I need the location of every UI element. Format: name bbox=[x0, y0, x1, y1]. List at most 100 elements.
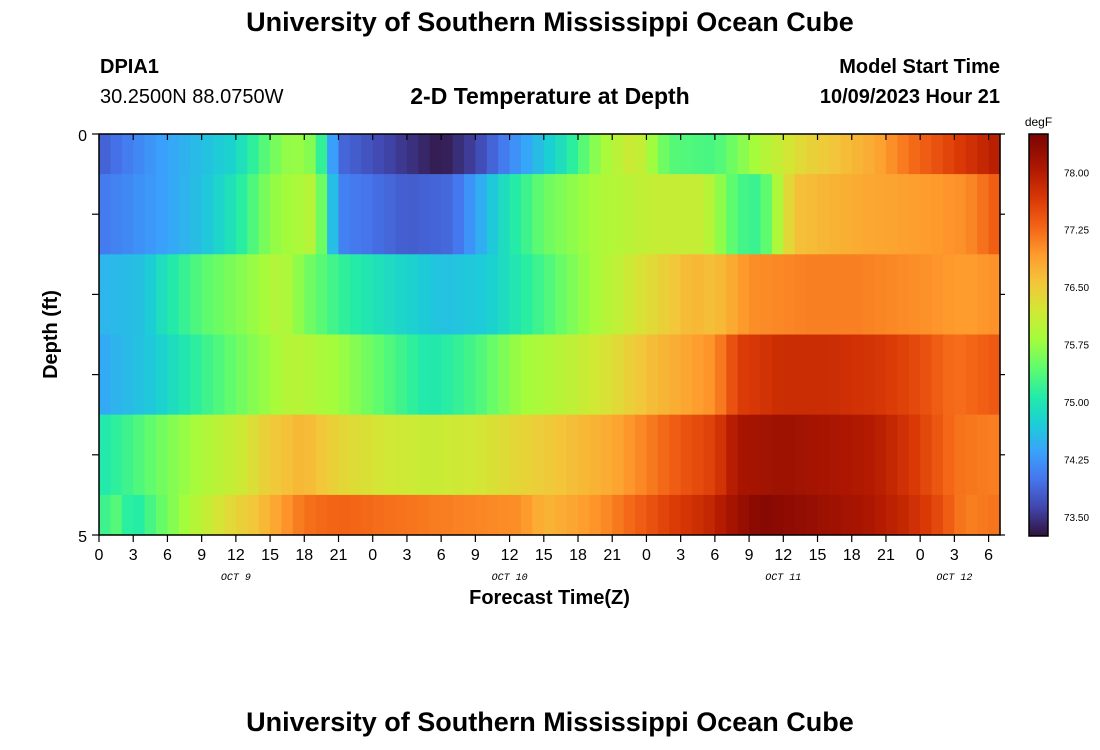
heatmap-cell bbox=[954, 254, 967, 335]
heatmap-cell bbox=[942, 254, 955, 335]
heatmap-cell bbox=[851, 134, 864, 175]
heatmap-cell bbox=[851, 494, 864, 536]
heatmap-cell bbox=[406, 254, 419, 335]
heatmap-cell bbox=[486, 414, 499, 496]
heatmap-cell bbox=[566, 134, 579, 175]
heatmap-cell bbox=[635, 174, 648, 255]
heatmap-cell bbox=[349, 174, 362, 255]
heatmap-cell bbox=[498, 254, 511, 335]
x-tick-label: 15 bbox=[809, 547, 827, 564]
heatmap-cell bbox=[680, 174, 693, 255]
heatmap-cell bbox=[543, 134, 556, 175]
heatmap-cell bbox=[874, 494, 887, 536]
heatmap-cell bbox=[828, 414, 841, 496]
heatmap-cell bbox=[452, 174, 465, 255]
heatmap-cell bbox=[657, 174, 670, 255]
heatmap-cell bbox=[589, 494, 602, 536]
heatmap-cell bbox=[258, 334, 271, 416]
heatmap-cell bbox=[247, 334, 260, 416]
heatmap-cell bbox=[509, 174, 522, 255]
x-tick-label: 0 bbox=[916, 547, 925, 564]
heatmap-cell bbox=[692, 134, 705, 175]
heatmap-cell bbox=[863, 334, 876, 416]
heatmap-cell bbox=[703, 334, 716, 416]
heatmap-cell bbox=[954, 414, 967, 496]
x-tick-label: 9 bbox=[471, 547, 480, 564]
heatmap-cell bbox=[623, 494, 636, 536]
heatmap-cell bbox=[931, 174, 944, 255]
heatmap-cell bbox=[384, 174, 397, 255]
heatmap-cell bbox=[714, 174, 727, 255]
heatmap-cell bbox=[908, 134, 921, 175]
heatmap-cell bbox=[327, 254, 340, 335]
heatmap-cell bbox=[965, 334, 978, 416]
heatmap-cell bbox=[463, 254, 476, 335]
heatmap-cell bbox=[395, 494, 408, 536]
heatmap-cell bbox=[874, 334, 887, 416]
heatmap-cell bbox=[520, 174, 533, 255]
heatmap-cell bbox=[646, 254, 659, 335]
x-axis-label: Forecast Time(Z) bbox=[469, 587, 630, 609]
heatmap-cell bbox=[965, 134, 978, 175]
heatmap-cell bbox=[783, 334, 796, 416]
heatmap-cell bbox=[395, 174, 408, 255]
heatmap-cell bbox=[783, 414, 796, 496]
heatmap-cell bbox=[281, 334, 294, 416]
heatmap-cell bbox=[863, 414, 876, 496]
heatmap-cell bbox=[714, 494, 727, 536]
x-tick-label: 0 bbox=[368, 547, 377, 564]
heatmap-cell bbox=[213, 414, 226, 496]
heatmap-cell bbox=[361, 254, 374, 335]
heatmap-cell bbox=[874, 134, 887, 175]
heatmap-cell bbox=[749, 494, 762, 536]
heatmap-cell bbox=[988, 494, 1001, 536]
heatmap-cell bbox=[954, 494, 967, 536]
heatmap-cell bbox=[794, 414, 807, 496]
heatmap-cell bbox=[703, 414, 716, 496]
heatmap-cell bbox=[714, 254, 727, 335]
heatmap-cell bbox=[292, 334, 305, 416]
heatmap-cell bbox=[201, 254, 214, 335]
heatmap-cell bbox=[555, 414, 568, 496]
heatmap-cell bbox=[897, 334, 910, 416]
heatmap-cell bbox=[669, 254, 682, 335]
heatmap-cell bbox=[840, 254, 853, 335]
x-tick-label: 6 bbox=[710, 547, 719, 564]
heatmap-cell bbox=[395, 134, 408, 175]
heatmap-cell bbox=[578, 174, 591, 255]
heatmap-cell bbox=[942, 414, 955, 496]
heatmap-cell bbox=[885, 254, 898, 335]
heatmap-cell bbox=[840, 494, 853, 536]
heatmap-cell bbox=[817, 254, 830, 335]
heatmap-cell bbox=[327, 334, 340, 416]
heatmap-cell bbox=[99, 334, 112, 416]
heatmap-cell bbox=[315, 414, 328, 496]
heatmap-cell bbox=[384, 494, 397, 536]
colorbar-gradient bbox=[1028, 133, 1049, 537]
heatmap-cell bbox=[714, 414, 727, 496]
heatmap-cell bbox=[441, 254, 454, 335]
heatmap-cell bbox=[988, 414, 1001, 496]
heatmap-cell bbox=[133, 414, 146, 496]
heatmap-cell bbox=[361, 334, 374, 416]
heatmap-cell bbox=[863, 254, 876, 335]
heatmap-cell bbox=[292, 254, 305, 335]
heatmap-cell bbox=[555, 494, 568, 536]
heatmap-cell bbox=[156, 414, 169, 496]
heatmap-cell bbox=[555, 254, 568, 335]
heatmap-cell bbox=[224, 254, 237, 335]
heatmap-cell bbox=[817, 174, 830, 255]
heatmap-cell bbox=[327, 174, 340, 255]
heatmap-cell bbox=[965, 494, 978, 536]
heatmap-cell bbox=[657, 494, 670, 536]
heatmap-cell bbox=[372, 334, 385, 416]
heatmap-cell bbox=[737, 174, 750, 255]
heatmap-cell bbox=[897, 414, 910, 496]
heatmap-cell bbox=[498, 494, 511, 536]
heatmap-cell bbox=[418, 134, 431, 175]
station-coordinates: 30.2500N 88.0750W bbox=[100, 86, 284, 108]
heatmap-cell bbox=[201, 174, 214, 255]
heatmap-cell bbox=[669, 414, 682, 496]
heatmap-cell bbox=[794, 174, 807, 255]
heatmap-cell bbox=[988, 254, 1001, 335]
